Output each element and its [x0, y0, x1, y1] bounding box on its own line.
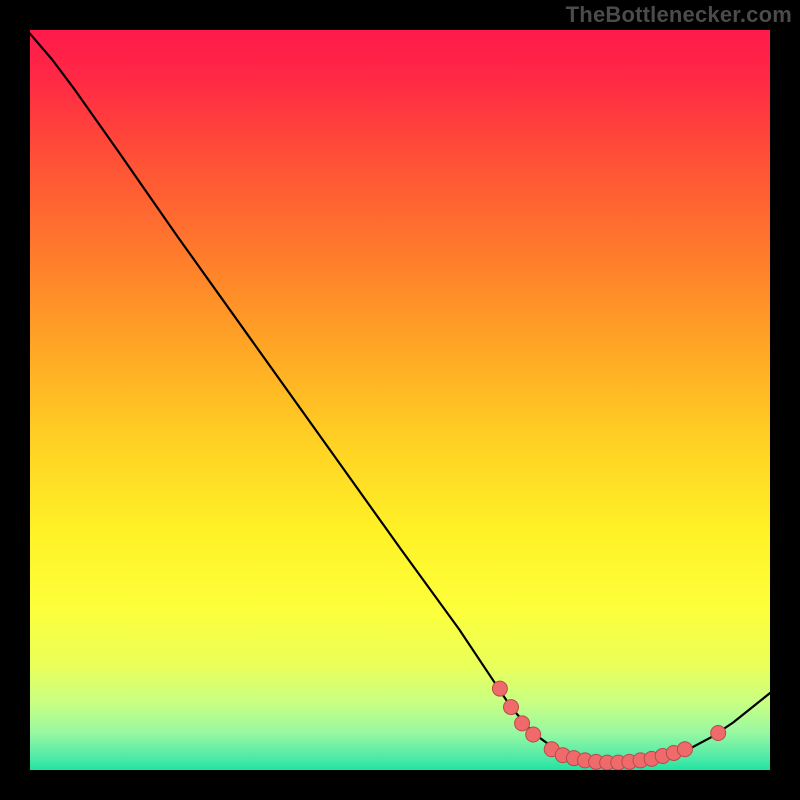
data-point-marker [504, 700, 519, 715]
plot-area [30, 30, 770, 770]
data-point-marker [515, 716, 530, 731]
data-point-marker [711, 726, 726, 741]
gradient-background [30, 30, 770, 770]
data-point-marker [677, 742, 692, 757]
data-point-marker [492, 681, 507, 696]
data-point-marker [526, 727, 541, 742]
canvas: TheBottlenecker.com [0, 0, 800, 800]
chart-svg [30, 30, 770, 770]
watermark-text: TheBottlenecker.com [566, 2, 792, 28]
